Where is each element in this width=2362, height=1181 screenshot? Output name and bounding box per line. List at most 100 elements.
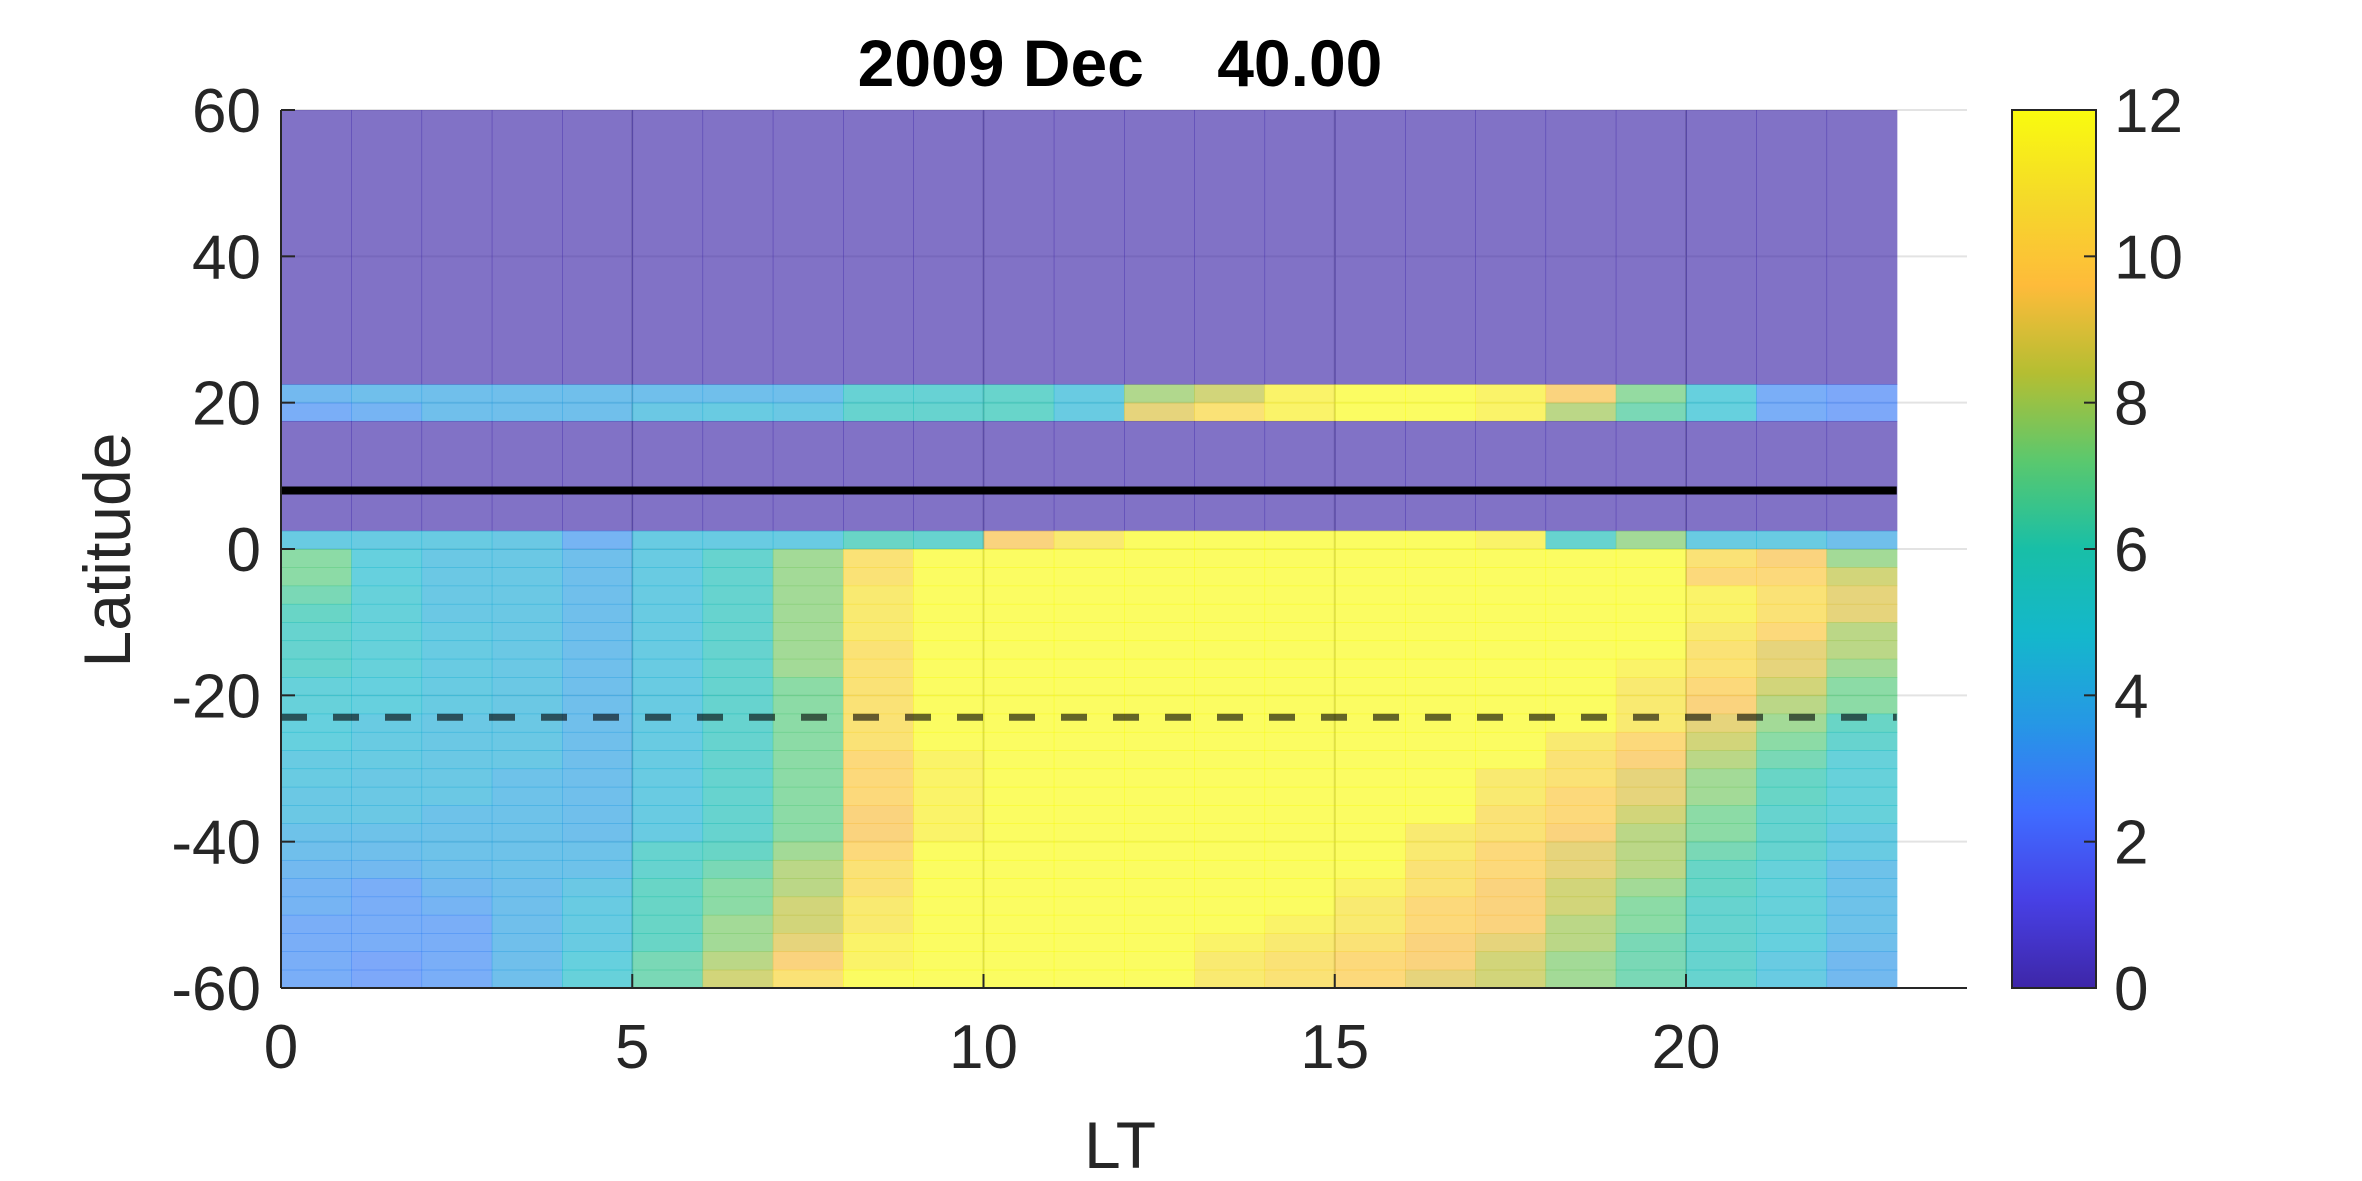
heatmap-cell xyxy=(1756,658,1828,678)
x-tick-label: 5 xyxy=(615,1013,649,1082)
heatmap-cell xyxy=(491,731,563,751)
heatmap-cell xyxy=(632,786,704,806)
heatmap-cell xyxy=(1264,677,1336,696)
heatmap-cell xyxy=(281,731,352,751)
heatmap-cell xyxy=(421,805,493,824)
heatmap-cell xyxy=(702,786,774,806)
heatmap-cell xyxy=(1053,384,1125,404)
heatmap-cell xyxy=(772,585,844,605)
heatmap-cell xyxy=(1756,914,1828,934)
heatmap-cell xyxy=(1686,823,1757,843)
heatmap-cell xyxy=(1124,768,1195,788)
heatmap-cell xyxy=(1264,878,1336,898)
heatmap-cell xyxy=(772,530,844,550)
heatmap-cell xyxy=(1053,786,1125,806)
heatmap-cell xyxy=(913,786,985,806)
heatmap-cell xyxy=(351,677,423,696)
heatmap-cell xyxy=(772,933,844,953)
heatmap-cell xyxy=(1615,402,1687,422)
heatmap-cell xyxy=(702,603,774,623)
heatmap-cell xyxy=(1334,384,1406,404)
heatmap-cell xyxy=(1194,640,1266,660)
heatmap-cell xyxy=(1686,951,1757,971)
heatmap-cell xyxy=(1053,878,1125,898)
heatmap-cell xyxy=(1405,731,1476,751)
heatmap-cell xyxy=(1124,914,1195,934)
heatmap-cell xyxy=(913,585,985,605)
heatmap-cell xyxy=(351,896,423,916)
heatmap-cell xyxy=(491,110,563,385)
heatmap-cell xyxy=(1826,110,1898,385)
heatmap-cell xyxy=(1475,768,1547,788)
heatmap-cell xyxy=(1826,914,1898,934)
heatmap-cell xyxy=(772,823,844,843)
heatmap-cell xyxy=(772,859,844,879)
heatmap-cell xyxy=(1124,640,1195,660)
heatmap-cell xyxy=(562,768,633,788)
heatmap-cell xyxy=(772,603,844,623)
heatmap-cell xyxy=(1405,695,1476,715)
heatmap-cell xyxy=(1686,896,1757,916)
heatmap-cell xyxy=(1545,823,1617,843)
heatmap-cell xyxy=(1475,585,1547,605)
heatmap-cell xyxy=(1124,933,1195,953)
heatmap-cell xyxy=(421,750,493,770)
heatmap-cell xyxy=(1686,549,1757,568)
heatmap-cell xyxy=(1334,805,1406,824)
heatmap-cell xyxy=(913,750,985,770)
heatmap-cell xyxy=(1475,530,1547,550)
heatmap-cell xyxy=(843,677,914,696)
heatmap-cell xyxy=(983,530,1055,550)
heatmap-cell xyxy=(1686,640,1757,660)
heatmap-cell xyxy=(1475,896,1547,916)
heatmap-cell xyxy=(843,640,914,660)
heatmap-cell xyxy=(491,914,563,934)
heatmap-cell xyxy=(702,933,774,953)
heatmap-cell xyxy=(1686,750,1757,770)
heatmap-cell xyxy=(1194,567,1266,587)
heatmap-cell xyxy=(1053,969,1125,989)
heatmap-cell xyxy=(351,585,423,605)
heatmap-cell xyxy=(1545,622,1617,642)
heatmap-cell xyxy=(843,933,914,953)
heatmap-cell xyxy=(1334,530,1406,550)
heatmap-cell xyxy=(983,402,1055,422)
heatmap-cell xyxy=(1405,640,1476,660)
heatmap-cell xyxy=(1194,585,1266,605)
heatmap-cell xyxy=(632,549,704,568)
heatmap-cell xyxy=(1756,786,1828,806)
heatmap-cell xyxy=(1405,896,1476,916)
heatmap-cell xyxy=(1545,420,1617,532)
heatmap-cell xyxy=(632,384,704,404)
heatmap-cell xyxy=(1826,859,1898,879)
heatmap-cell xyxy=(491,384,563,404)
heatmap-cell xyxy=(1124,823,1195,843)
heatmap-cell xyxy=(1826,530,1898,550)
heatmap-cell xyxy=(281,658,352,678)
heatmap-cell xyxy=(351,384,423,404)
heatmap-cell xyxy=(1826,768,1898,788)
heatmap-cell xyxy=(1545,750,1617,770)
heatmap-cell xyxy=(1615,110,1687,385)
heatmap-cell xyxy=(1405,914,1476,934)
heatmap-cell xyxy=(1475,603,1547,623)
heatmap-cell xyxy=(1124,951,1195,971)
heatmap-cell xyxy=(1826,677,1898,696)
heatmap-cell xyxy=(1405,805,1476,824)
heatmap-cell xyxy=(421,914,493,934)
heatmap-cell xyxy=(1264,951,1336,971)
heatmap-cell xyxy=(421,731,493,751)
heatmap-cell xyxy=(772,914,844,934)
heatmap-cell xyxy=(1615,750,1687,770)
heatmap-cell xyxy=(1475,951,1547,971)
heatmap-cell xyxy=(491,530,563,550)
heatmap-cell xyxy=(702,823,774,843)
heatmap-cell xyxy=(1475,384,1547,404)
heatmap-cell xyxy=(1334,622,1406,642)
heatmap-cell xyxy=(1194,110,1266,385)
heatmap-cell xyxy=(702,530,774,550)
heatmap-cell xyxy=(632,402,704,422)
heatmap-cell xyxy=(1194,878,1266,898)
heatmap-cell xyxy=(1124,841,1195,861)
heatmap-cell xyxy=(1475,677,1547,696)
